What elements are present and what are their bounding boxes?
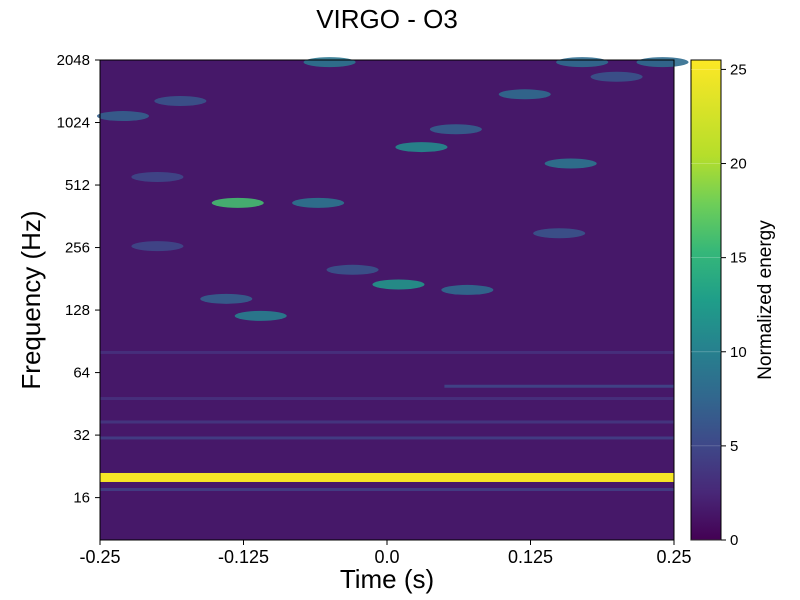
colorbar-gradient [690,59,722,541]
heatmap-line-feature [100,472,674,482]
colorbar: 0 5 10 15 20 25 Normalized energy [690,59,776,549]
x-axis-label: Time (s) [340,564,434,594]
heatmap-line-feature [100,488,674,492]
chart-title: VIRGO - O3 [316,4,458,34]
heatmap-blob-feature [211,197,264,208]
heatmap-line-feature [100,397,674,401]
colorbar-ticks: 0 5 10 15 20 25 [691,61,747,549]
heatmap-blob-feature [544,158,597,169]
heatmap-blob-feature [131,241,184,252]
y-tick-label: 64 [73,365,90,382]
heatmap-blob-feature [636,57,689,68]
y-axis: 16 32 64 128 256 512 1024 2048 [57,52,100,507]
y-tick-label: 32 [73,427,90,444]
colorbar-tick-label: 25 [730,61,747,78]
y-axis-label: Frequency (Hz) [16,210,46,389]
heatmap-blob-feature [303,57,356,68]
x-tick-label: -0.125 [218,547,269,567]
heatmap-blob-feature [200,293,253,304]
heatmap-blob-feature [429,124,482,135]
x-axis: -0.25 -0.125 0.0 0.125 0.25 [79,540,692,567]
y-tick-label: 1024 [57,115,90,132]
colorbar-tick-label: 10 [730,344,747,361]
plot-area [96,57,689,541]
heatmap-line-feature [100,350,674,354]
heatmap-line-feature [100,436,674,440]
heatmap [96,57,689,540]
x-tick-label: 0.0 [374,547,399,567]
heatmap-blob-feature [131,171,184,182]
heatmap-blob-feature [498,89,551,100]
colorbar-label: Normalized energy [755,220,776,380]
heatmap-blob-feature [556,57,609,68]
colorbar-tick-label: 0 [730,532,738,549]
colorbar-tick-label: 5 [730,438,738,455]
heatmap-blob-feature [533,228,586,239]
heatmap-line-feature [100,420,674,424]
x-tick-label: -0.25 [79,547,120,567]
y-tick-label: 512 [65,177,90,194]
heatmap-blob-feature [441,284,494,295]
heatmap-blob-feature [395,142,448,153]
y-tick-label: 128 [65,302,90,319]
y-tick-label: 256 [65,240,90,257]
x-tick-label: 0.25 [656,547,691,567]
y-tick-label: 16 [73,490,90,507]
heatmap-line-feature [444,384,674,388]
y-tick-label: 2048 [57,52,90,69]
x-tick-label: 0.125 [508,547,553,567]
colorbar-tick-label: 20 [730,156,747,173]
heatmap-blob-feature [326,264,379,275]
heatmap-blob-feature [234,310,287,321]
heatmap-blob-feature [372,279,425,290]
heatmap-blob-feature [590,71,643,82]
heatmap-blob-feature [154,95,207,106]
heatmap-background [100,60,674,540]
heatmap-blob-feature [96,111,149,122]
heatmap-blob-feature [292,197,345,208]
colorbar-tick-label: 15 [730,250,747,267]
